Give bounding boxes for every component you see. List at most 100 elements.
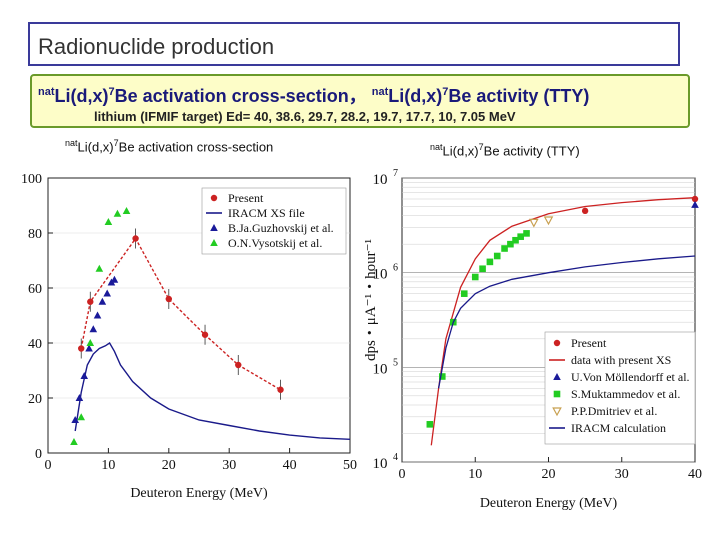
left-data-point	[104, 218, 113, 225]
left-legend-label: O.N.Vysotskij et al.	[228, 236, 322, 250]
right-legend-label: Present	[571, 336, 607, 350]
slide-title-box: Radionuclide production	[28, 22, 680, 66]
right-data-point	[486, 258, 494, 266]
left-legend-label: B.Ja.Guzhovskij et al.	[228, 221, 334, 235]
left-data-point	[70, 438, 78, 445]
reaction-a-rest: Be activation cross-section，	[114, 86, 367, 106]
left-legend-swatch	[210, 194, 218, 202]
left-y-tick-label: 60	[28, 282, 42, 297]
left-y-tick-label: 0	[35, 447, 42, 462]
left-x-tick-label: 30	[222, 458, 236, 473]
right-x-tick-label: 20	[542, 467, 556, 482]
right-legend-label: P.P.Dmitriev et al.	[571, 404, 657, 418]
left-y-tick-label: 100	[21, 172, 42, 187]
left-sup-nat: nat	[65, 138, 78, 148]
left-data-point	[132, 235, 139, 242]
right-data-point	[438, 373, 446, 380]
right-reaction: Li(d,x)	[442, 143, 479, 159]
right-legend-label: data with present XS	[571, 353, 671, 367]
left-data-point	[75, 394, 84, 401]
left-data-point	[80, 372, 89, 379]
right-x-tick-label: 30	[615, 467, 629, 482]
right-y-tick-label: 10	[373, 361, 388, 377]
right-x-axis-label: Deuteron Energy (MeV)	[480, 496, 618, 511]
right-y-axis-label: dps・μA⁻¹・hour⁻¹	[363, 239, 379, 361]
right-y-tick-label: 10	[373, 172, 388, 188]
subtitle-box: natLi(d,x)7Be activation cross-section， …	[30, 74, 690, 128]
right-y-tick-exp: 5	[393, 357, 398, 368]
sup-mass-a: 7	[108, 86, 115, 98]
subtitle-line-1: natLi(d,x)7Be activation cross-section， …	[38, 82, 589, 108]
left-data-point	[85, 344, 93, 352]
left-x-tick-label: 0	[45, 458, 52, 473]
right-y-tick-label: 10	[373, 267, 388, 283]
right-y-tick-exp: 6	[393, 263, 398, 274]
right-sup-mass: 7	[478, 142, 484, 152]
left-data-point	[98, 297, 107, 305]
left-data-point	[201, 331, 209, 338]
sup-nat-a: nat	[38, 86, 55, 98]
right-data-point	[691, 200, 699, 208]
left-sup-mass: 7	[113, 138, 119, 148]
right-panel-label: natLi(d,x)7Be activity (TTY)	[430, 142, 580, 158]
left-x-axis-label: Deuteron Energy (MeV)	[130, 486, 268, 501]
right-legend-swatch	[553, 339, 561, 347]
right-legend-label: S.Muktammedov et al.	[571, 387, 680, 401]
right-rest: Be activity (TTY)	[483, 143, 580, 159]
left-data-point	[113, 209, 122, 217]
right-x-tick-label: 10	[468, 467, 482, 482]
left-x-tick-label: 50	[343, 458, 357, 473]
sup-nat-b: nat	[371, 86, 389, 98]
right-data-point	[523, 230, 530, 237]
right-data-point	[460, 290, 468, 297]
left-data-point	[87, 298, 94, 305]
left-data-point	[95, 264, 104, 272]
right-data-point	[471, 273, 479, 281]
right-data-point	[501, 245, 508, 252]
left-data-point	[235, 361, 242, 369]
reaction-b: Li(d,x)	[388, 86, 443, 106]
right-sup-nat: nat	[430, 142, 443, 152]
right-y-tick-exp: 7	[393, 168, 398, 179]
left-legend-swatch	[210, 239, 218, 246]
reaction-b-rest: Be activity (TTY)	[448, 86, 590, 106]
right-legend-box	[544, 331, 696, 445]
left-data-point	[89, 325, 98, 333]
left-legend-label: IRACM XS file	[228, 206, 305, 220]
left-x-tick-label: 10	[101, 458, 115, 473]
right-data-point	[493, 252, 501, 260]
left-data-point	[86, 339, 95, 346]
left-legend-swatch	[210, 224, 218, 231]
left-data-point	[277, 386, 284, 393]
left-legend-label: Present	[228, 191, 264, 205]
left-data-point	[110, 275, 119, 283]
left-x-tick-label: 40	[283, 458, 297, 473]
left-y-tick-label: 20	[28, 392, 42, 407]
left-data-point	[103, 289, 111, 297]
slide-title: Radionuclide production	[38, 34, 275, 59]
right-data-point	[517, 233, 524, 240]
right-legend-swatch	[553, 373, 561, 380]
left-data-point	[122, 207, 131, 214]
left-y-tick-label: 40	[28, 337, 42, 352]
left-data-point	[93, 311, 102, 319]
right-data-point	[529, 218, 539, 228]
right-legend-swatch	[553, 390, 561, 398]
right-data-point	[426, 421, 434, 428]
left-y-tick-label: 80	[28, 227, 42, 242]
right-data-point	[512, 236, 519, 244]
left-rest: Be activation cross-section	[118, 139, 274, 155]
right-legend-label: U.Von Möllendorff et al.	[571, 370, 690, 384]
right-series-line-5	[437, 255, 696, 389]
sup-mass-b: 7	[442, 86, 449, 98]
reaction-a: Li(d,x)	[54, 86, 109, 106]
left-data-point	[78, 345, 85, 352]
right-legend-label: IRACM calculation	[571, 421, 666, 435]
right-y-tick-label: 10	[373, 456, 388, 472]
right-data-point	[479, 265, 486, 273]
left-reaction: Li(d,x)	[77, 139, 114, 155]
subtitle-line-2: lithium (IFMIF target) Ed= 40, 38.6, 29.…	[94, 109, 516, 124]
right-legend-swatch	[552, 407, 562, 417]
left-x-tick-label: 20	[162, 458, 176, 473]
